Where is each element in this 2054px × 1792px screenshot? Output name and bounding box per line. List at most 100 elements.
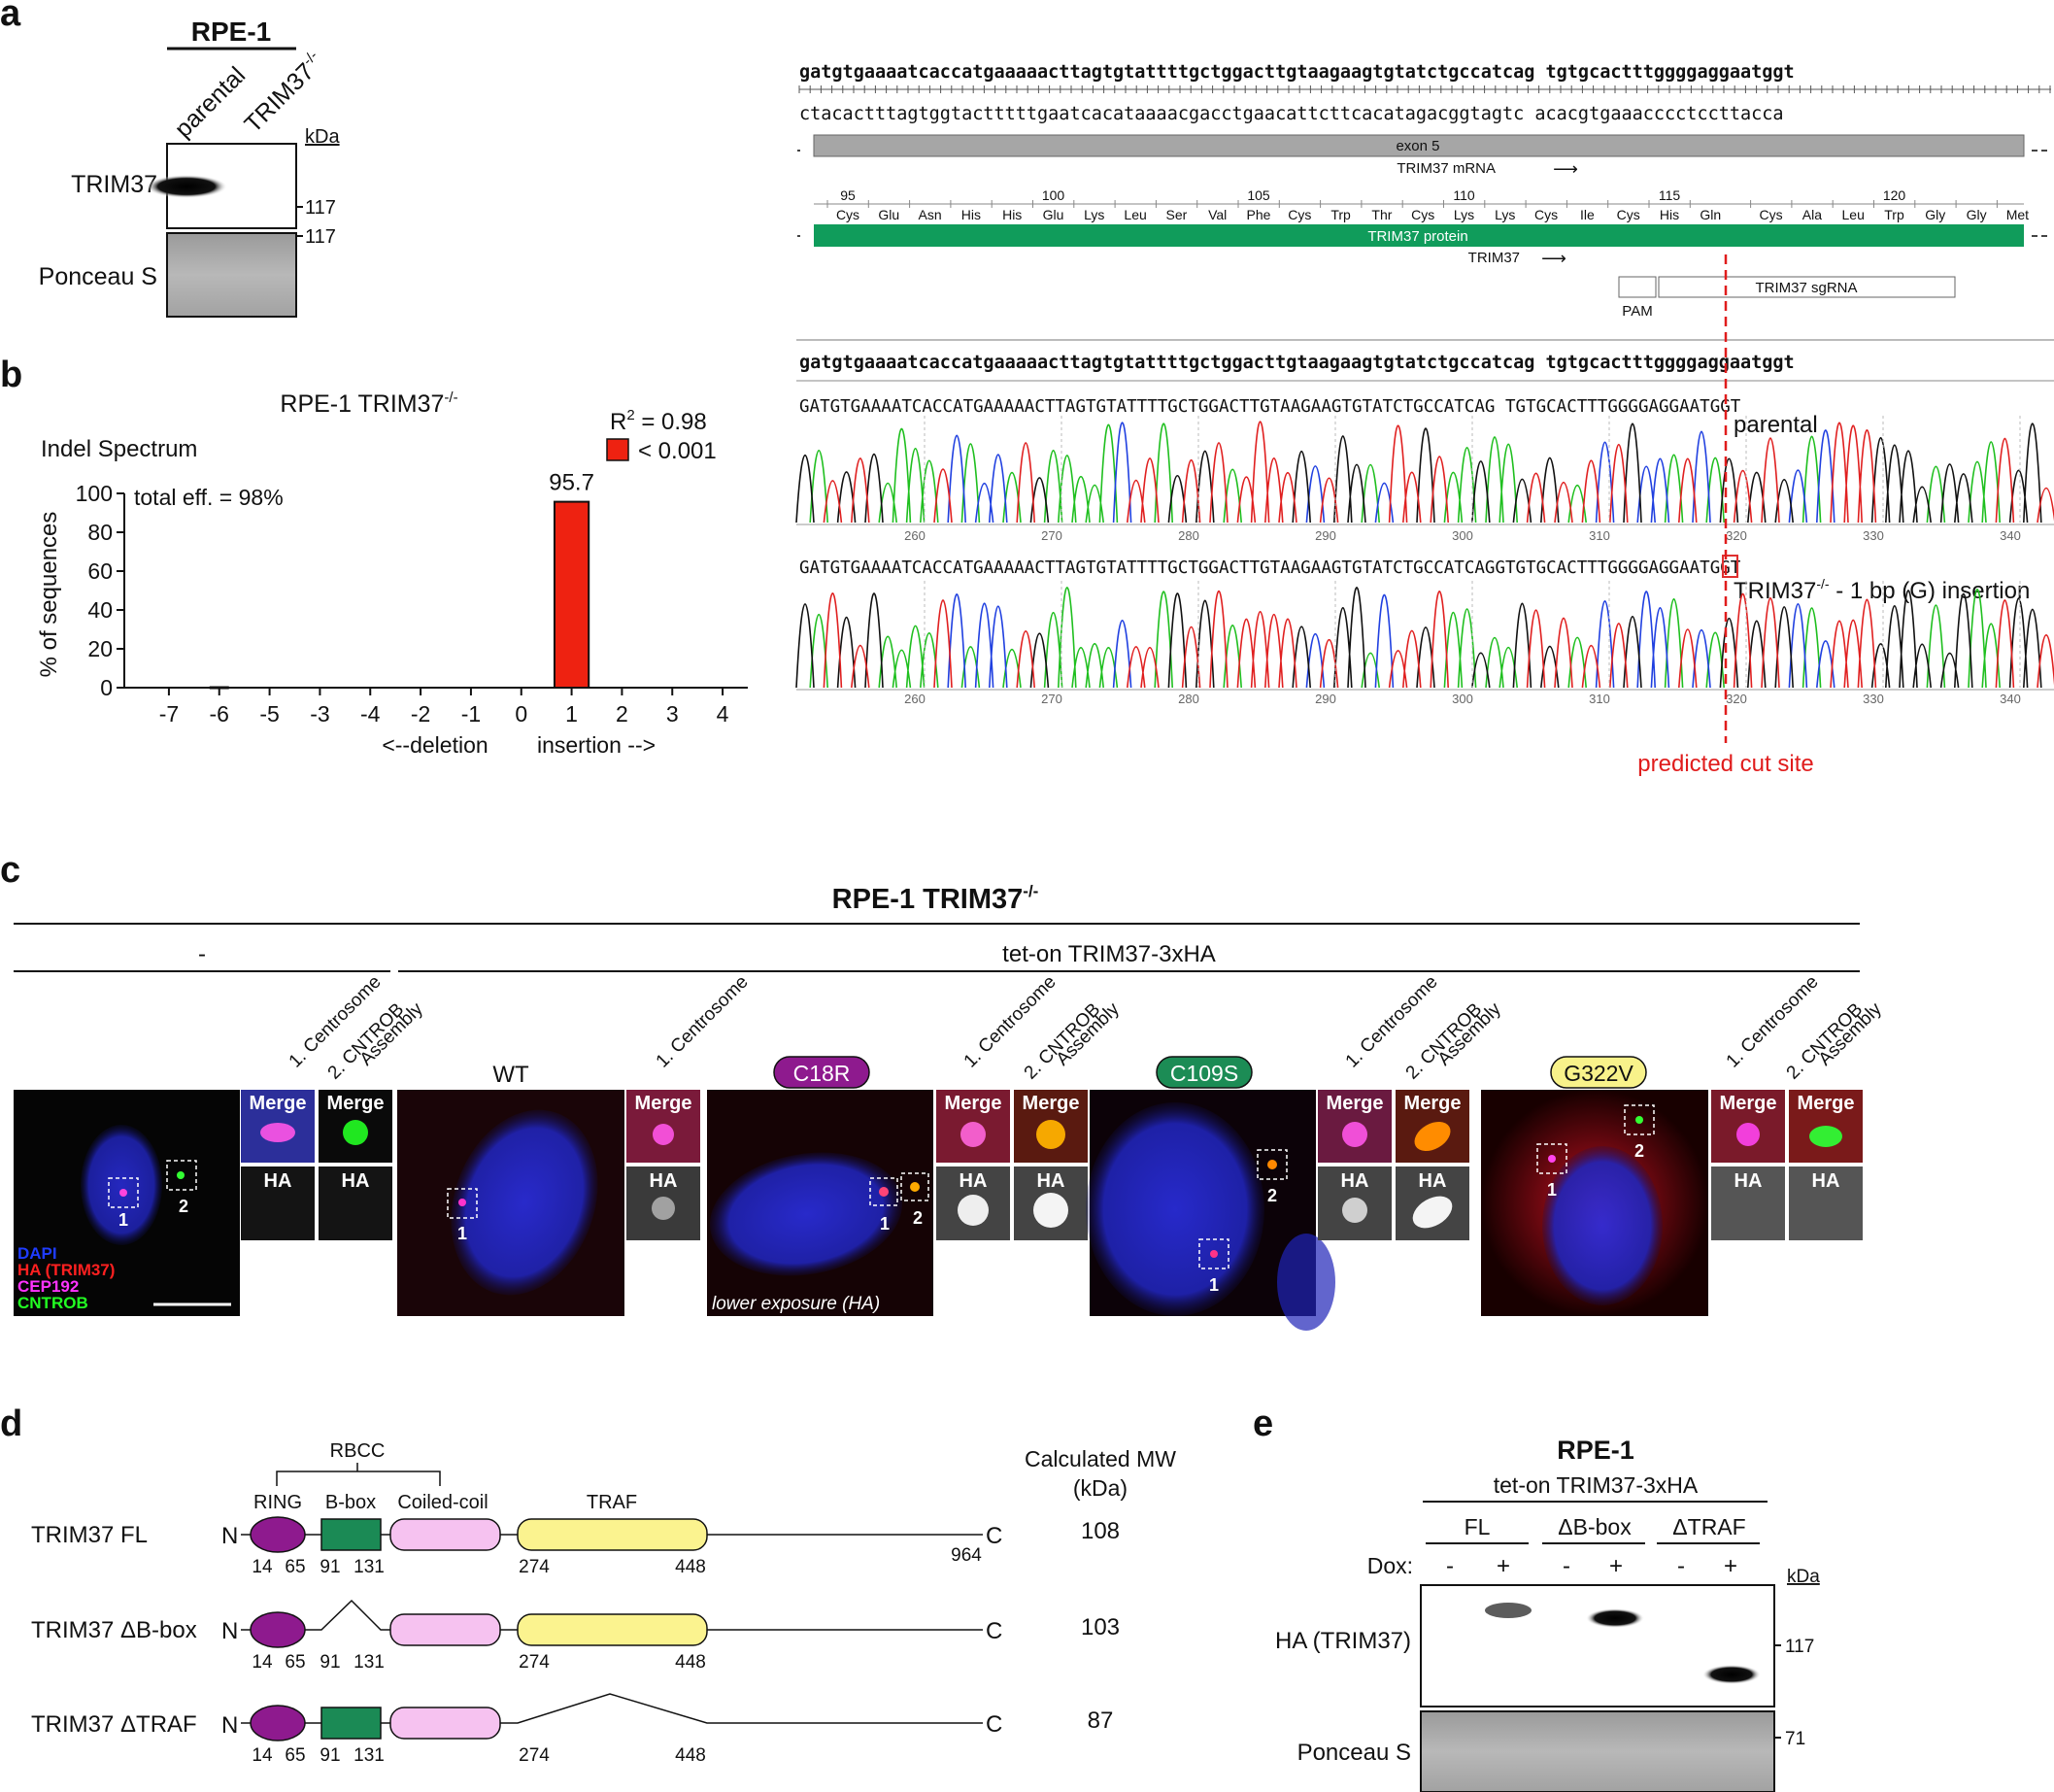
chromatogram-axis-2-labels: 260 270 280 290 300 310 320 330 340: [904, 692, 2021, 706]
mw-dtraf: 87: [1088, 1707, 1114, 1734]
insets-c109s: Merge Merge HA HA: [1318, 1090, 1469, 1240]
insets-g322v: Merge Merge HA HA: [1711, 1090, 1863, 1240]
badge-g322v: [1550, 1056, 1647, 1089]
chart-ylabel: % of sequences: [36, 512, 62, 678]
domain-row-dtraf: TRIM37 ΔTRAF N C 14 65 91 131 274 448 87: [31, 1693, 1114, 1766]
inset-spot-5a: [1736, 1123, 1760, 1146]
x-tick-label--2: -2: [411, 701, 430, 727]
band-dbbox-dox: [1586, 1608, 1644, 1628]
e-ponceau-membrane: [1420, 1710, 1775, 1792]
domain-row-dbbox: TRIM37 ΔB-box N C 14 65 91 131 274 448 1…: [31, 1599, 1120, 1673]
blot-ponceau-membrane: [166, 232, 297, 318]
ring-domain-dbbox: [250, 1611, 306, 1648]
e-teton: tet-on TRIM37-3xHA: [1494, 1472, 1699, 1498]
e-dox-5: -: [1677, 1553, 1685, 1579]
pos-448-dtraf: 448: [675, 1745, 706, 1766]
box1-c18r: [869, 1177, 898, 1206]
x-tick-label-2: 2: [616, 701, 628, 727]
traf-domain-fl: [517, 1518, 708, 1551]
panel-letter-b: b: [0, 355, 22, 395]
chart-title-sup: -/-: [444, 389, 457, 406]
inset-spot-1b: [343, 1120, 368, 1145]
pos-14-dbbox: 14: [252, 1652, 273, 1673]
box2-g322v: [1624, 1104, 1655, 1135]
coiled-label: Coiled-coil: [397, 1492, 488, 1513]
axis-label-270: 270: [1041, 528, 1062, 543]
chart-r2-value: = 0.98: [635, 409, 707, 435]
aa-number-110: 110: [1453, 187, 1475, 203]
x-tick-label--7: -7: [159, 701, 179, 727]
dot2-g322v: [1635, 1116, 1643, 1124]
e-group-dtraf: ΔTRAF: [1672, 1514, 1745, 1539]
aa-14: Cys: [1411, 207, 1434, 222]
e-dox-2: +: [1497, 1553, 1510, 1579]
badge-c109s: [1156, 1056, 1253, 1089]
num2-g322v: 2: [1634, 1141, 1644, 1161]
sgrna-box: [1658, 276, 1956, 298]
nucleus-c109s-neighbor: [1277, 1234, 1335, 1331]
seq-ruler: [798, 85, 2051, 93]
dot1-c109s: [1210, 1250, 1218, 1258]
chromatogram-parental: [795, 416, 2054, 524]
row-label-ponceau: Ponceau S: [39, 263, 157, 290]
traf-label: TRAF: [587, 1492, 637, 1513]
pos-274-fl: 274: [519, 1557, 550, 1577]
aa-26: Gly: [1925, 207, 1945, 222]
aa-25: Trp: [1884, 207, 1904, 222]
axis-label-330: 330: [1863, 528, 1884, 543]
aa-7: Leu: [1124, 207, 1146, 222]
inset-spot-2a: [653, 1124, 674, 1145]
nucleus-g322v: [1542, 1146, 1663, 1305]
mw-dbbox: 103: [1081, 1614, 1120, 1640]
num1-wt: 1: [457, 1224, 467, 1243]
x-tick-label-3: 3: [666, 701, 679, 727]
label-knockout-text: TRIM37: [1734, 578, 1816, 604]
rbcc-label: RBCC: [330, 1440, 386, 1462]
cell-image-c18r: 1 2 lower exposure (HA): [707, 1090, 933, 1316]
box1-g322v: [1536, 1143, 1567, 1174]
inset-label-ha-5b: HA: [1812, 1170, 1840, 1192]
label-knockout-rest: - 1 bp (G) insertion: [1830, 578, 2031, 604]
dot2-c109s: [1267, 1160, 1277, 1169]
pos-448-dbbox: 448: [675, 1652, 706, 1673]
y-tick-label-40: 40: [87, 597, 113, 623]
mw-header-2: (kDa): [1073, 1475, 1128, 1501]
box1-c109s: [1198, 1238, 1229, 1269]
insets-minus: Merge Merge HA HA: [241, 1090, 392, 1240]
bbox-domain-dtraf: [320, 1707, 382, 1740]
nucleus-c109s: [1086, 1102, 1264, 1316]
pos-131-fl: 131: [354, 1557, 385, 1577]
label-c109s: C109S: [1170, 1061, 1238, 1086]
protein-label: TRIM37 protein: [1367, 228, 1467, 245]
trace-A: [809, 423, 2001, 524]
axis-label-280: 280: [1178, 528, 1199, 543]
inset-spot-3a: [960, 1122, 986, 1147]
aa-9: Val: [1208, 207, 1227, 222]
n-term-fl: N: [221, 1523, 238, 1549]
label-parental: parental: [1734, 412, 1818, 438]
inset-ha-spot-2a: [652, 1197, 675, 1220]
inset-label-ha-4b: HA: [1419, 1170, 1447, 1192]
badge-c18r: [773, 1056, 870, 1089]
aa-13: Thr: [1371, 207, 1392, 222]
inset-ha-spot-4a: [1342, 1198, 1367, 1223]
label-wt: WT: [492, 1062, 529, 1088]
chart-r2-label: R: [610, 409, 626, 435]
inset-spot-3b: [1036, 1120, 1065, 1149]
cell-image-c109s: 2 1: [1086, 1090, 1335, 1331]
pos-448-fl: 448: [675, 1557, 706, 1577]
axis-label-340: 340: [2000, 692, 2021, 706]
inset-label-ha-1a: HA: [264, 1170, 292, 1192]
mrna-label: TRIM37 mRNA: [1397, 160, 1496, 177]
inset-label-ha-1b: HA: [342, 1170, 370, 1192]
chart-r2-sup: 2: [626, 407, 634, 423]
panel-letter-d: d: [0, 1403, 22, 1444]
x-tick-label--1: -1: [461, 701, 481, 727]
aa-15: Lys: [1454, 207, 1474, 222]
panel-c-title: RPE-1 TRIM37-/-: [832, 882, 1039, 915]
num1-g322v: 1: [1547, 1180, 1557, 1200]
axis-label-310: 310: [1589, 528, 1610, 543]
aa-21: Gln: [1700, 207, 1721, 222]
axis-label-300: 300: [1452, 692, 1473, 706]
coiled-domain-dbbox: [389, 1613, 501, 1646]
